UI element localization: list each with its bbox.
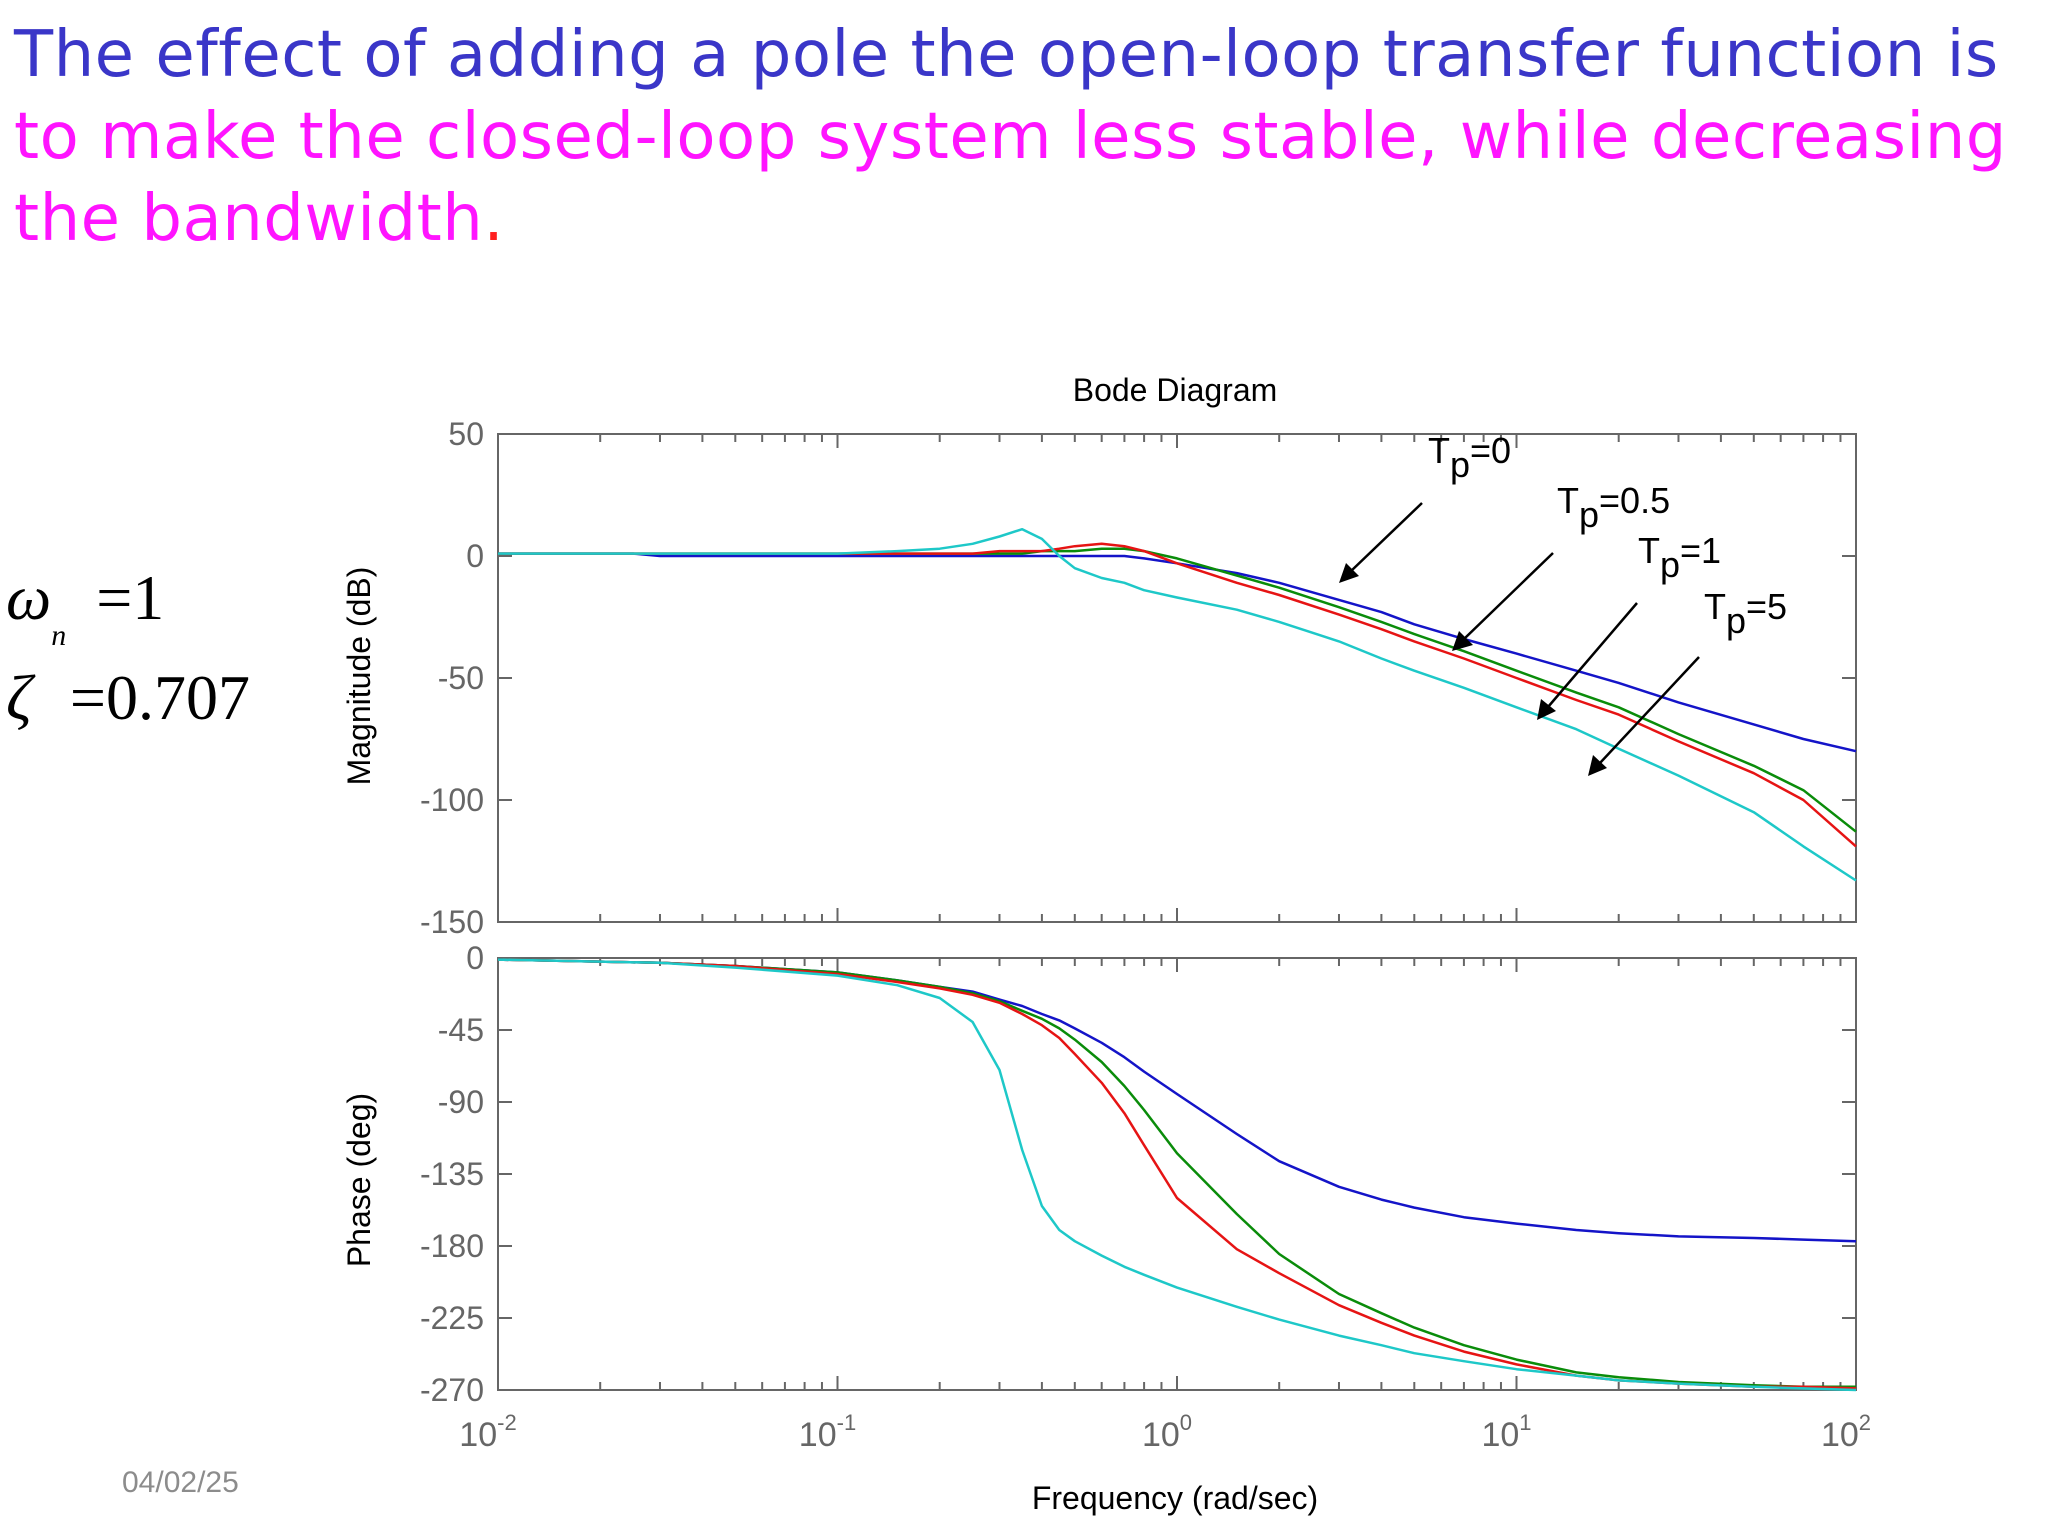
zeta-symbol: ζ xyxy=(6,662,32,733)
annotation-tp5-arrowhead xyxy=(1588,755,1607,776)
phase-ytick-label: 0 xyxy=(466,940,484,976)
annotation-tp5-base: T xyxy=(1704,586,1726,627)
annotation-tp1-base: T xyxy=(1638,530,1660,571)
annotation-tp0-sub: p xyxy=(1450,444,1470,485)
mag-ytick-label: 50 xyxy=(448,416,484,452)
mag-line-tp-0 xyxy=(498,552,1857,753)
phase-ylabel: Phase (deg) xyxy=(341,1093,377,1267)
phase-line-tp-1 xyxy=(497,958,1857,1390)
title-line-3: the bandwidth xyxy=(14,182,484,256)
annotation-tp0-5-sub: p xyxy=(1579,494,1599,535)
annotation-tp5-sub: p xyxy=(1726,600,1746,641)
phase-ytick-label: -45 xyxy=(438,1012,484,1048)
omega-equals: = xyxy=(96,562,133,633)
zeta-equals: = xyxy=(69,662,106,733)
annotation-tp0-5-arrowhead xyxy=(1452,631,1473,651)
annotation-tp0-5-rest: =0.5 xyxy=(1599,480,1670,521)
annotation-tp1: Tp=1 xyxy=(1537,530,1721,720)
phase-ytick-label: -90 xyxy=(438,1084,484,1120)
svg-text:Tp=5: Tp=5 xyxy=(1704,586,1787,641)
xtick-label: 100 xyxy=(1142,1410,1192,1454)
annotation-tp0-5-base: T xyxy=(1557,480,1579,521)
annotation-tp1-arrow xyxy=(1547,602,1638,708)
xtick-label: 102 xyxy=(1821,1410,1871,1454)
natural-frequency-param: ωn =1 xyxy=(6,548,250,652)
svg-text:Tp=1: Tp=1 xyxy=(1638,530,1721,585)
zeta-value: 0.707 xyxy=(106,662,250,733)
omega-symbol: ω xyxy=(6,562,52,633)
phase-ytick-label: -225 xyxy=(420,1300,484,1336)
annotation-tp0-5: Tp=0.5 xyxy=(1452,480,1670,651)
annotation-tp0-arrow xyxy=(1349,502,1423,573)
damping-ratio-param: ζ =0.707 xyxy=(6,648,250,748)
xtick-label: 10-1 xyxy=(799,1410,856,1454)
mag-line-tp-0-5 xyxy=(498,547,1857,833)
annotation-tp1-rest: =1 xyxy=(1680,530,1721,571)
svg-text:Tp=0: Tp=0 xyxy=(1428,430,1511,485)
phase-ytick-label: -270 xyxy=(420,1372,484,1408)
chart-title: Bode Diagram xyxy=(1073,372,1278,408)
annotation-tp5: Tp=5 xyxy=(1588,586,1787,776)
phase-panel: 0 -45 -90 -135 -180 -225 -270 xyxy=(420,940,1857,1408)
annotation-tp0-arrowhead xyxy=(1339,563,1359,583)
xtick-label: 10-2 xyxy=(459,1410,516,1454)
annotation-tp0-base: T xyxy=(1428,430,1450,471)
omega-subscript: n xyxy=(51,619,67,652)
title-line-1: The effect of adding a pole the open-loo… xyxy=(14,18,1999,92)
annotation-tp0-rest: =0 xyxy=(1470,430,1511,471)
phase-line-tp-5 xyxy=(497,958,1857,1392)
phase-ytick-label: -135 xyxy=(420,1156,484,1192)
xtick-label: 101 xyxy=(1481,1410,1531,1454)
mag-ytick-label: 0 xyxy=(466,538,484,574)
omega-value: 1 xyxy=(132,562,165,633)
annotation-tp5-rest: =5 xyxy=(1746,586,1787,627)
slide-date: 04/02/25 xyxy=(122,1466,239,1499)
phase-line-tp-0-5 xyxy=(497,958,1856,1389)
annotation-tp1-arrowhead xyxy=(1537,699,1556,720)
phase-ytick-label: -180 xyxy=(420,1228,484,1264)
annotation-tp0: Tp=0 xyxy=(1339,430,1511,583)
system-parameters: ωn=1 ζ =0.707 xyxy=(6,548,250,748)
annotation-tp5-arrow xyxy=(1599,656,1700,764)
mag-line-tp-5 xyxy=(498,527,1857,882)
chart-xlabel: Frequency (rad/sec) xyxy=(1032,1480,1318,1516)
svg-text:Tp=0.5: Tp=0.5 xyxy=(1557,480,1670,535)
annotation-tp0-5-arrow xyxy=(1463,552,1554,640)
mag-ytick-label: -150 xyxy=(420,904,484,940)
title-line-2: to make the closed-loop system less stab… xyxy=(14,100,2007,174)
title-period: . xyxy=(483,182,505,256)
annotation-tp1-sub: p xyxy=(1660,544,1680,585)
magnitude-ylabel: Magnitude (dB) xyxy=(341,567,377,786)
mag-ytick-label: -50 xyxy=(438,660,484,696)
magnitude-panel: 50 0 -50 -100 -150 xyxy=(420,416,1857,940)
mag-ytick-label: -100 xyxy=(420,782,484,818)
slide-title: The effect of adding a pole the open-loo… xyxy=(14,14,2034,260)
phase-frame xyxy=(497,957,1857,1391)
mag-line-tp-1 xyxy=(498,542,1857,848)
